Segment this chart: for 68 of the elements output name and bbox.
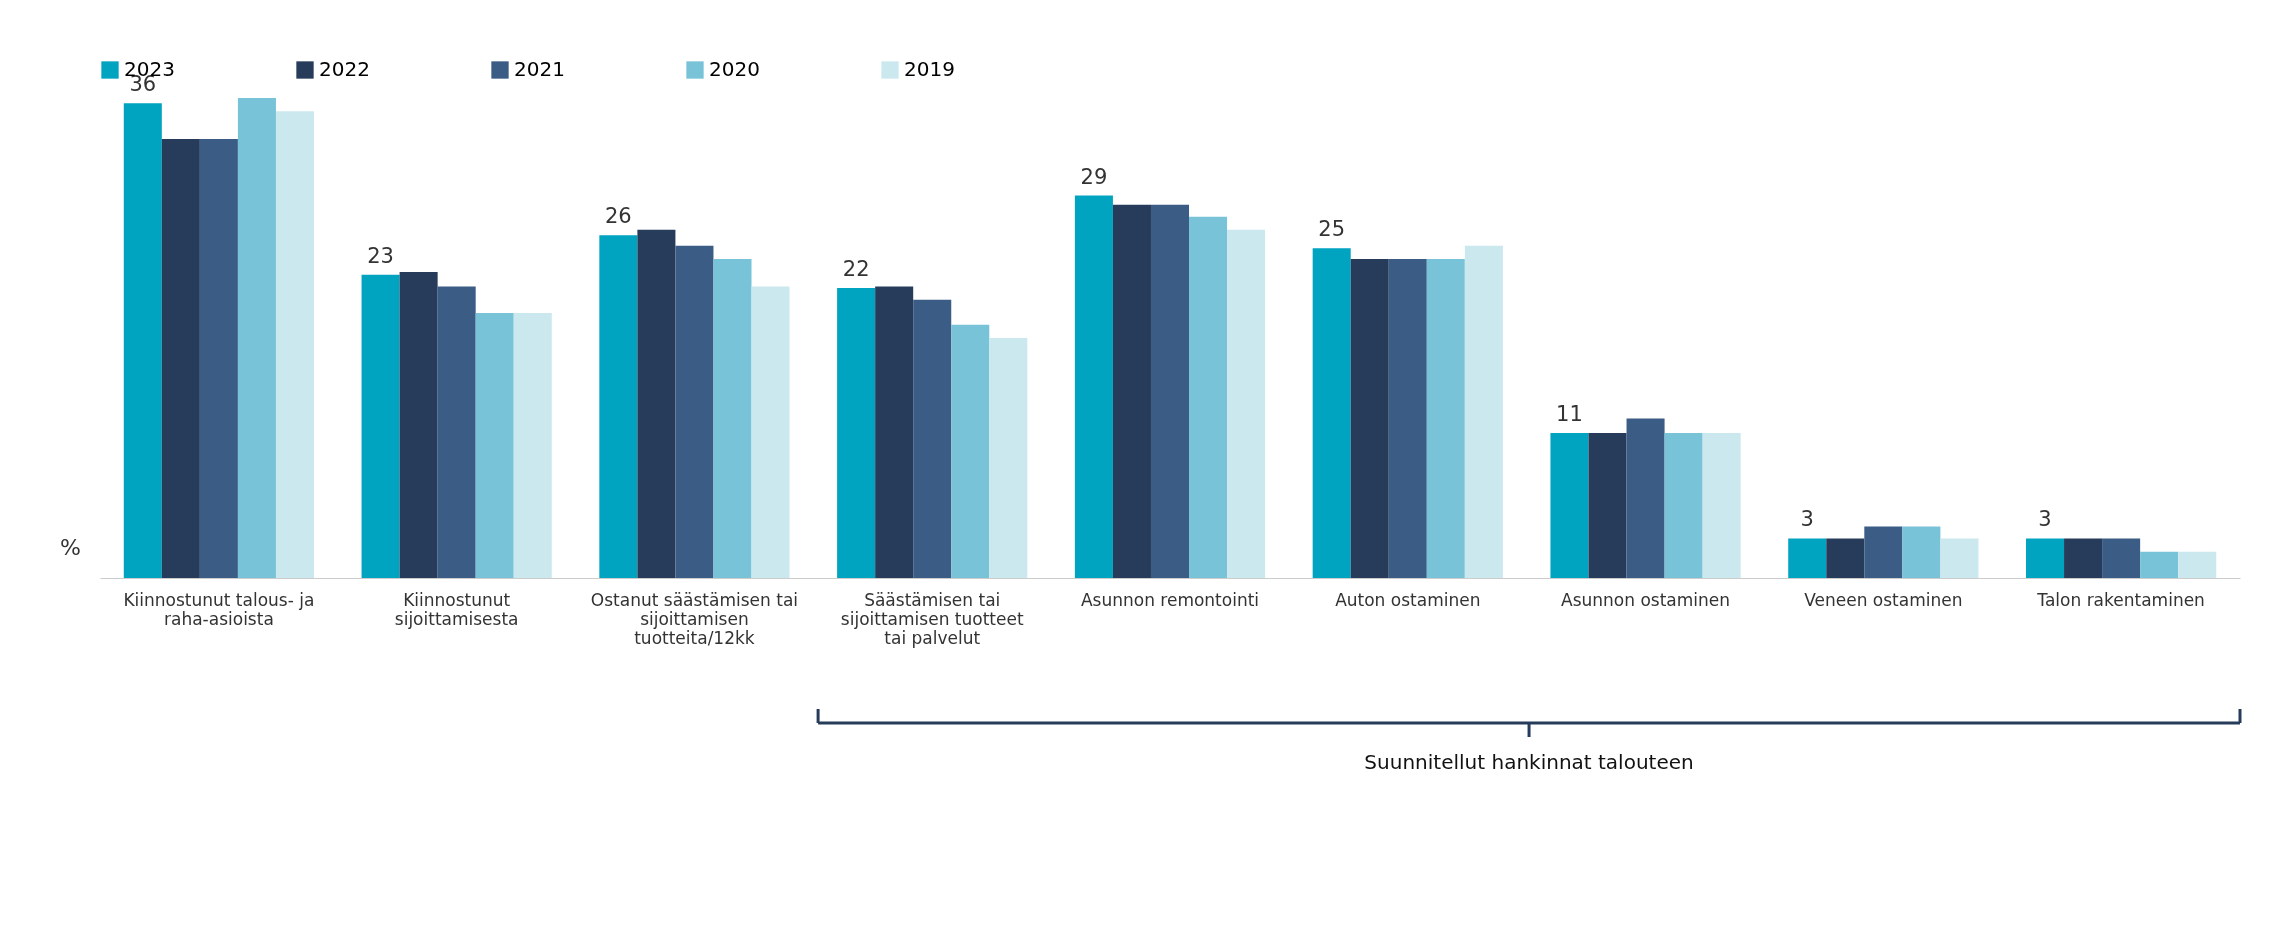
bar [1864,526,1903,578]
bar [1227,229,1266,578]
bar [513,312,552,578]
bar [361,274,400,578]
bar [2178,551,2217,578]
bar [1788,538,1827,578]
legend-label: 2019 [904,57,955,81]
x-tick-label: Asunnon ostaminen [1561,589,1731,610]
x-tick-label: Auton ostaminen [1335,589,1481,610]
bar [1902,526,1941,578]
x-tick-label: Ostanut säästämisen tai sijoittamisen tuotteita/12kk [590,589,799,648]
y-axis-title: % [60,535,81,560]
data-label: 29 [1080,164,1108,189]
legend-label: 2020 [709,57,760,81]
bar [1626,418,1665,578]
bar [1940,538,1979,578]
bar [675,245,714,578]
bar [1074,195,1113,578]
legend-label: 2021 [514,57,565,81]
bar [437,286,476,578]
bar [1312,248,1351,578]
bar [1588,432,1627,578]
bar [875,286,914,578]
bar [2102,538,2141,578]
x-tick-label: Kiinnostunut talous- ja raha-asioista [123,589,315,629]
data-label: 3 [2038,507,2052,532]
x-tick-label: Asunnon remontointi [1080,589,1260,610]
data-label: 23 [367,243,394,268]
bar [1388,258,1427,578]
bar [751,286,790,578]
bar [713,258,752,578]
bar [837,287,876,578]
x-tick-label: Veneen ostaminen [1804,589,1963,610]
bar [951,324,990,578]
data-label: 22 [842,256,870,281]
bar [1150,204,1190,578]
bar [913,299,952,578]
bar [1426,258,1465,578]
bar [637,229,676,578]
bar [161,138,200,578]
data-label: 26 [604,204,632,229]
bar [1112,204,1151,578]
bar [2140,551,2179,578]
bar [123,103,162,578]
x-tick-label: Kiinnostunut sijoittamisesta [394,589,519,629]
bar [2026,538,2065,578]
bar [599,235,638,578]
bar [1702,432,1741,578]
bar [199,138,238,578]
bar [989,338,1028,578]
bar [475,312,514,578]
legend-label: 2022 [319,57,370,81]
bar [1550,432,1589,578]
bar [1350,258,1389,578]
data-label: 11 [1556,401,1583,426]
x-tick-label: Säästämisen tai sijoittamisen tuotteet tai palvelut [840,589,1024,648]
bar [1664,432,1703,578]
data-label: 25 [1318,217,1346,242]
bar [1826,538,1865,578]
bar [275,111,314,578]
bar [1189,216,1228,578]
bar [1464,245,1503,578]
text: Suunnitellut hankinnat talouteen [1364,750,1694,774]
bar [399,272,438,578]
x-tick-label: Talon rakentaminen [2036,589,2205,610]
bar [2064,538,2103,578]
data-label: 3 [1800,507,1814,532]
bar [237,98,276,578]
